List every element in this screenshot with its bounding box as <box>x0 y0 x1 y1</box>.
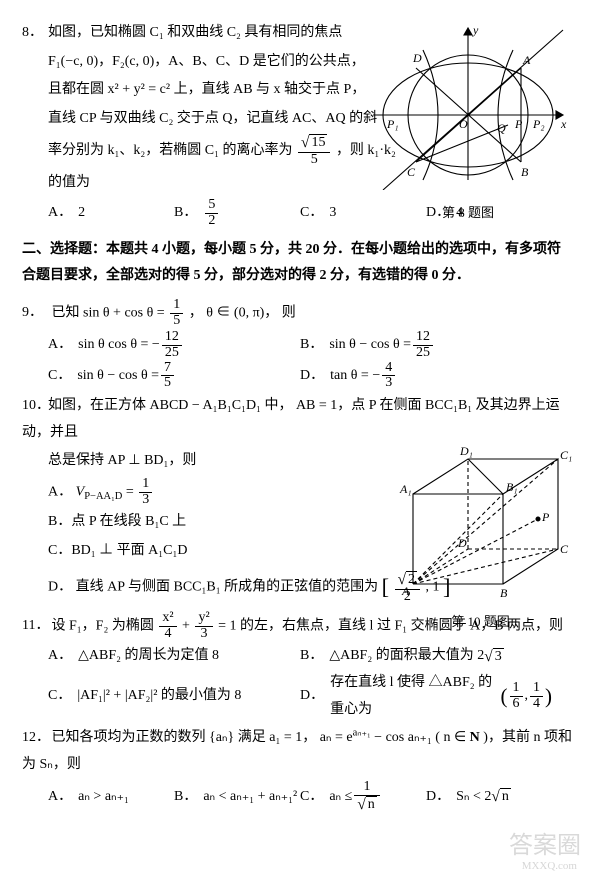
question-9: 9． 已知 sin θ + cos θ = 15 ， θ ∈ (0, π)， 则… <box>22 298 573 391</box>
q11-options: A．△ABF₂ 的周长为定值 8 B．△ABF₂ 的面积最大值为 2√3 C．|… <box>48 643 573 723</box>
svg-text:D: D <box>412 51 422 65</box>
svg-text:P₁: P₁ <box>386 117 399 131</box>
option-d: D． tan θ = −43 <box>300 361 552 391</box>
q9-number: 9． <box>22 300 48 327</box>
watermark-url: MXXQ.com <box>522 856 577 877</box>
svg-text:B₁: B₁ <box>506 480 518 494</box>
option-b: B． sin θ − cos θ = 1225 <box>300 330 552 360</box>
q11-number: 11． <box>22 613 48 640</box>
svg-text:A₁: A₁ <box>399 482 412 496</box>
q8-number: 8． <box>22 20 48 47</box>
question-11: 11． 设 F₁，F₂ 为椭圆 x²4 + y²3 = 1 的左，右焦点，直线 … <box>22 611 573 723</box>
option-a: A．aₙ > aₙ₊₁ <box>48 780 174 813</box>
svg-text:P: P <box>514 117 523 131</box>
q9-text: 已知 sin θ + cos θ = <box>52 305 169 320</box>
q8-text: 率分别为 k₁、k₂，若椭圆 C₁ 的离心率为 <box>48 143 296 158</box>
svg-text:D₁: D₁ <box>459 444 473 458</box>
option-d: D．存在直线 l 使得 △ABF₂ 的重心为 ( 16, 14 ) <box>300 670 552 723</box>
option-a: A．2 <box>48 198 174 228</box>
svg-text:C: C <box>407 165 416 179</box>
option-b: B．aₙ < aₙ₊₁ + aₙ₊₁² <box>174 780 300 813</box>
option-c: C．|AF₁|² + |AF₂|² 的最小值为 8 <box>48 670 300 723</box>
q9-text: ， θ ∈ (0, π)， 则 <box>189 305 296 320</box>
svg-text:Q: Q <box>497 121 506 135</box>
q10-text: 如图，在正方体 ABCD − A₁B₁C₁D₁ 中， AB = 1，点 P 在侧… <box>22 398 560 440</box>
svg-text:x: x <box>560 117 567 131</box>
q10-number: 10． <box>22 393 48 420</box>
svg-text:A: A <box>401 584 410 598</box>
option-a: A．△ABF₂ 的周长为定值 8 <box>48 643 300 670</box>
q11-stem: 11． 设 F₁，F₂ 为椭圆 x²4 + y²3 = 1 的左，右焦点，直线 … <box>22 611 573 641</box>
question-8: D A P₁ O Q P P₂ x y C B 第 8 题图 8．如图，已知椭圆… <box>22 20 573 229</box>
option-d: D．Sₙ < 2√n <box>426 780 552 813</box>
question-10: 10．如图，在正方体 ABCD − A₁B₁C₁D₁ 中， AB = 1，点 P… <box>22 393 573 609</box>
option-b: B．△ABF₂ 的面积最大值为 2√3 <box>300 643 552 670</box>
svg-text:P₂: P₂ <box>532 117 545 131</box>
figure-q8: D A P₁ O Q P P₂ x y C B 第 8 题图 <box>363 20 573 225</box>
q8-svg: D A P₁ O Q P P₂ x y C B <box>363 20 573 190</box>
svg-text:O: O <box>459 117 468 131</box>
option-a: A． sin θ cos θ = −1225 <box>48 330 300 360</box>
svg-text:D: D <box>457 536 467 550</box>
svg-text:B: B <box>521 165 529 179</box>
q9-stem: 9． 已知 sin θ + cos θ = 15 ， θ ∈ (0, π)， 则 <box>22 298 573 328</box>
watermark: 答案圈 <box>509 823 581 869</box>
question-12: 12． 已知各项均为正数的数列 {aₙ} 满足 a₁ = 1， aₙ = eaₙ… <box>22 725 573 814</box>
q12-stem: 12． 已知各项均为正数的数列 {aₙ} 满足 a₁ = 1， aₙ = eaₙ… <box>22 725 573 778</box>
option-c: C．aₙ ≤ 1√n <box>300 780 426 813</box>
svg-text:y: y <box>472 23 479 37</box>
fraction: √15 5 <box>298 134 330 167</box>
q12-options: A．aₙ > aₙ₊₁ B．aₙ < aₙ₊₁ + aₙ₊₁² C．aₙ ≤ 1… <box>48 780 573 813</box>
q10-svg: D₁ C₁ A₁ B₁ P D C A B <box>388 439 573 599</box>
svg-text:C: C <box>560 542 569 556</box>
section-2-header: 二、选择题：本题共 4 小题，每小题 5 分，共 20 分．在每小题给出的选项中… <box>22 237 573 290</box>
q9-options: A． sin θ cos θ = −1225 B． sin θ − cos θ … <box>48 330 573 391</box>
q8-text: 如图，已知椭圆 C₁ 和双曲线 C₂ 具有相同的焦点 <box>48 25 342 40</box>
svg-text:B: B <box>500 586 508 599</box>
svg-text:C₁: C₁ <box>560 448 572 462</box>
figure-q8-caption: 第 8 题图 <box>363 201 573 226</box>
svg-text:P: P <box>541 510 550 524</box>
svg-text:A: A <box>522 53 531 67</box>
option-b: B． 52 <box>174 198 300 228</box>
figure-q10: D₁ C₁ A₁ B₁ P D C A B 第 10 题图 <box>388 439 573 634</box>
q12-number: 12． <box>22 725 48 752</box>
option-c: C． sin θ − cos θ = 75 <box>48 361 300 391</box>
